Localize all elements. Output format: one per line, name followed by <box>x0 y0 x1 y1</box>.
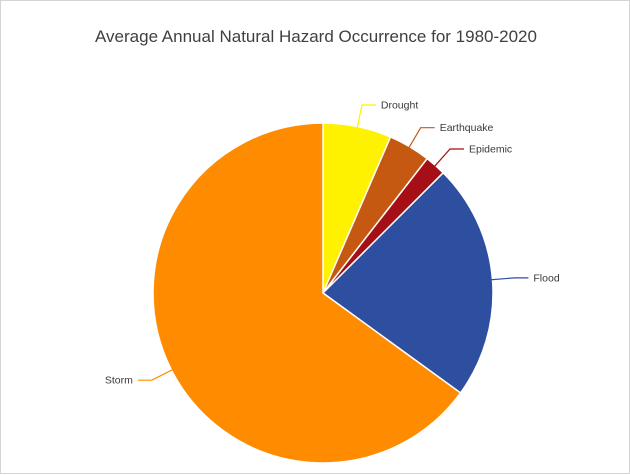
slice-label-earthquake: Earthquake <box>440 122 494 134</box>
slice-label-drought: Drought <box>381 100 418 112</box>
leader-line-earthquake <box>407 127 435 150</box>
leader-lines <box>137 104 529 381</box>
slice-label-epidemic: Epidemic <box>469 144 512 156</box>
slice-labels: Drought Earthquake Epidemic Flood Storm <box>105 100 560 387</box>
slice-label-flood: Flood <box>533 272 559 284</box>
slice-label-storm: Storm <box>105 375 133 387</box>
chart-title: Average Annual Natural Hazard Occurrence… <box>95 27 537 46</box>
leader-line-storm <box>137 368 175 381</box>
leader-line-flood <box>489 277 529 281</box>
leader-line-epidemic <box>432 148 464 169</box>
leader-line-drought <box>356 104 376 130</box>
pie-slices <box>152 122 494 464</box>
